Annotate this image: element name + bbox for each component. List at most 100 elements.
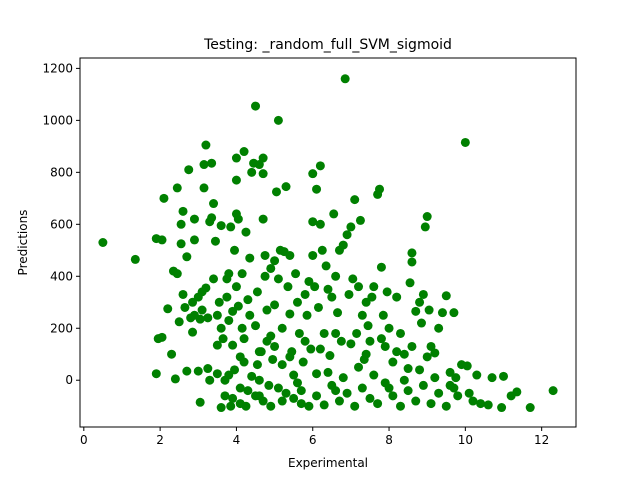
data-point — [411, 306, 421, 316]
data-point — [346, 339, 356, 349]
data-point — [203, 364, 213, 374]
data-point — [178, 206, 188, 216]
data-point — [460, 137, 470, 147]
data-point — [174, 317, 184, 327]
data-point — [178, 289, 188, 299]
data-point — [218, 334, 228, 344]
data-point — [407, 257, 417, 267]
data-point — [182, 252, 192, 262]
data-point — [298, 357, 308, 367]
data-point — [331, 328, 341, 338]
data-point — [334, 396, 344, 406]
data-point — [352, 328, 362, 338]
data-point — [411, 396, 421, 406]
data-point — [277, 396, 287, 406]
data-point — [292, 297, 302, 307]
data-point — [270, 300, 280, 310]
data-point — [407, 248, 417, 258]
data-point — [151, 369, 161, 379]
data-point — [361, 297, 371, 307]
data-point — [348, 274, 358, 284]
data-point — [289, 370, 299, 380]
data-point — [373, 399, 383, 409]
data-point — [388, 391, 398, 401]
data-point — [476, 399, 486, 409]
data-point — [268, 354, 278, 364]
y-tick-label: 0 — [65, 373, 73, 387]
data-point — [235, 399, 245, 409]
data-point — [201, 140, 211, 150]
data-point — [319, 328, 329, 338]
data-point — [342, 388, 352, 398]
data-point — [226, 401, 236, 411]
data-point — [323, 284, 333, 294]
data-point — [415, 365, 425, 375]
data-point — [403, 386, 413, 396]
data-point — [212, 340, 222, 350]
data-point — [296, 386, 306, 396]
data-point — [281, 182, 291, 192]
data-point — [163, 304, 173, 314]
data-point — [434, 323, 444, 333]
x-axis-label: Experimental — [288, 456, 368, 470]
data-point — [483, 400, 493, 410]
data-point — [418, 289, 428, 299]
data-point — [350, 195, 360, 205]
data-point — [426, 399, 436, 409]
data-point — [189, 214, 199, 224]
data-point — [233, 214, 243, 224]
data-point — [270, 341, 280, 351]
y-tick-label: 800 — [50, 165, 73, 179]
data-point — [209, 274, 219, 284]
data-point — [378, 310, 388, 320]
data-point — [313, 302, 323, 312]
points-layer — [98, 74, 558, 413]
data-point — [449, 308, 459, 318]
data-point — [230, 245, 240, 255]
data-point — [392, 347, 402, 357]
data-point — [468, 396, 478, 406]
data-point — [355, 215, 365, 225]
data-point — [418, 380, 428, 390]
data-point — [304, 276, 314, 286]
data-point — [260, 250, 270, 260]
data-point — [222, 292, 232, 302]
data-point — [189, 235, 199, 245]
x-axis-ticks: 0 2 4 6 8 10 12 — [80, 427, 549, 447]
data-point — [365, 336, 375, 346]
data-point — [302, 310, 312, 320]
data-point — [203, 313, 213, 323]
data-point — [254, 160, 264, 170]
data-point — [315, 219, 325, 229]
data-point — [296, 399, 306, 409]
data-point — [384, 383, 394, 393]
data-point — [329, 209, 339, 219]
data-point — [357, 310, 367, 320]
y-tick-label: 600 — [50, 217, 73, 231]
y-axis-label: Predictions — [16, 210, 30, 276]
data-point — [399, 349, 409, 359]
data-point — [207, 213, 217, 223]
data-point — [369, 282, 379, 292]
data-point — [197, 305, 207, 315]
data-point — [344, 289, 354, 299]
data-point — [395, 401, 405, 411]
data-point — [170, 374, 180, 384]
data-point — [300, 289, 310, 299]
data-point — [283, 282, 293, 292]
data-point — [497, 403, 507, 413]
data-point — [273, 115, 283, 125]
data-point — [308, 217, 318, 227]
data-point — [231, 153, 241, 163]
data-point — [212, 369, 222, 379]
data-point — [237, 323, 247, 333]
data-point — [376, 334, 386, 344]
data-point — [176, 239, 186, 249]
x-tick-label: 8 — [385, 433, 393, 447]
data-point — [361, 349, 371, 359]
data-point — [237, 269, 247, 279]
data-point — [445, 367, 455, 377]
data-point — [346, 222, 356, 232]
